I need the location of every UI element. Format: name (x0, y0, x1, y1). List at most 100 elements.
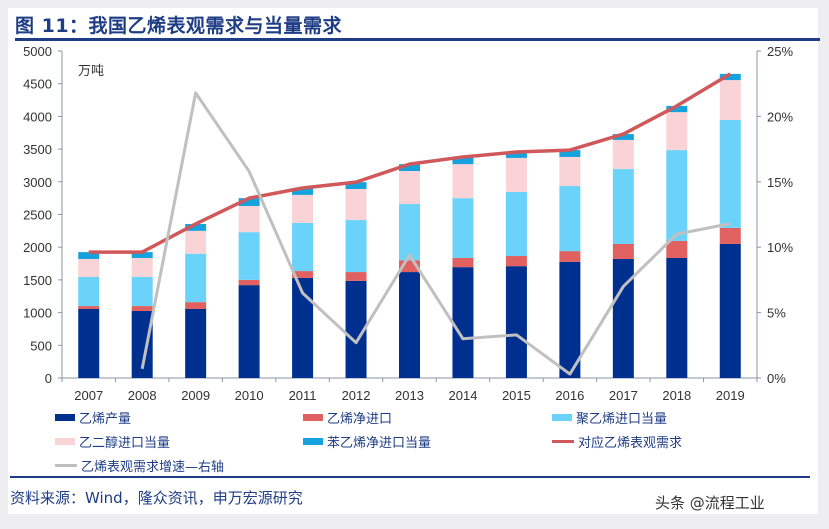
left-tick-label: 3000 (23, 175, 52, 190)
bar-segment (719, 243, 741, 378)
bar-segment (131, 306, 153, 311)
bar-segment (131, 276, 153, 307)
x-tick-label: 2019 (716, 388, 745, 403)
y-unit-label: 万吨 (78, 64, 104, 79)
bar-segment (559, 251, 581, 262)
bar-segment (719, 73, 741, 81)
legend-label: 乙烯产量 (79, 412, 132, 427)
bar-segment (666, 112, 688, 151)
bar-segment (238, 285, 260, 378)
legend-item: 对应乙烯表观需求 (552, 432, 682, 451)
bar-segment (345, 272, 367, 281)
bar-segment (399, 164, 420, 172)
legend-item: 苯乙烯净进口当量 (303, 432, 431, 451)
footer-divider (10, 476, 810, 478)
bar-segment (612, 169, 634, 244)
bar-segment (78, 258, 100, 277)
right-tick-label: 25% (767, 44, 793, 59)
bar-segment (185, 253, 207, 303)
left-tick-label: 2000 (23, 240, 52, 255)
x-tick-label: 2017 (609, 388, 638, 403)
bar-segment (612, 258, 634, 378)
bar-segment (185, 302, 207, 310)
bar-segment (505, 157, 527, 192)
left-tick-label: 3500 (23, 142, 52, 157)
bar-segment (292, 194, 314, 224)
bar-segment (292, 223, 314, 272)
legend-swatch (55, 438, 75, 445)
legend-item: 乙二醇进口当量 (55, 432, 170, 451)
title-divider (15, 38, 820, 41)
x-tick-label: 2011 (289, 388, 317, 403)
legend-label: 乙二醇进口当量 (79, 436, 171, 451)
left-tick-label: 500 (30, 338, 52, 353)
bar-segment (719, 80, 741, 120)
watermark: 头条 @流程工业 (655, 494, 765, 512)
bar-segment (452, 198, 474, 258)
bar-segment (666, 257, 688, 378)
bar-segment (559, 186, 581, 252)
bar-segment (78, 252, 100, 259)
x-tick-label: 2009 (181, 388, 210, 403)
bar-segment (185, 223, 207, 231)
bar-segment (452, 164, 474, 199)
x-tick-label: 2013 (395, 388, 424, 403)
bar-segment (238, 198, 260, 206)
bar-segment (505, 152, 527, 158)
source-note: 资料来源：Wind，隆众资讯，申万宏源研究 (10, 489, 303, 507)
legend-label: 乙烯表观需求增速—右轴 (81, 460, 225, 475)
left-tick-label: 0 (45, 371, 52, 386)
bar-segment (345, 182, 367, 189)
bar-segment (666, 150, 688, 241)
legend-item: 乙烯表观需求增速—右轴 (55, 456, 224, 475)
x-tick-label: 2008 (128, 388, 157, 403)
bar-segment (78, 306, 100, 310)
left-tick-label: 1500 (23, 273, 52, 288)
chart-title: 图 11：我国乙烯表观需求与当量需求 (15, 15, 343, 37)
bar-segment (238, 232, 260, 280)
legend-swatch (552, 440, 574, 443)
legend-label: 乙烯净进口 (327, 412, 393, 427)
bar-segment (666, 240, 688, 258)
right-tick-label: 5% (767, 306, 786, 321)
bar-segment (345, 220, 367, 273)
right-tick-label: 15% (767, 175, 793, 190)
bar-segment (292, 277, 314, 378)
bar-segment (505, 256, 527, 267)
x-tick-label: 2015 (502, 388, 531, 403)
bar-segment (399, 171, 420, 205)
left-tick-label: 1000 (23, 306, 52, 321)
x-tick-label: 2012 (342, 388, 371, 403)
bar-segment (612, 134, 634, 140)
right-tick-label: 10% (767, 240, 793, 255)
left-tick-label: 2500 (23, 208, 52, 223)
x-tick-label: 2018 (662, 388, 691, 403)
legend-item: 乙烯净进口 (303, 408, 392, 427)
bar-segment (185, 230, 207, 254)
bar-segment (559, 156, 581, 187)
bar-segment (719, 119, 741, 228)
legend-label: 对应乙烯表观需求 (578, 436, 683, 451)
bar-segment (719, 227, 741, 244)
left-tick-label: 4000 (23, 109, 52, 124)
bar-segment (612, 139, 634, 170)
bar-segment (78, 309, 100, 378)
bar-segment (292, 271, 314, 278)
bar-segment (559, 261, 581, 378)
x-tick-label: 2014 (449, 388, 478, 403)
right-tick-label: 0% (767, 371, 786, 386)
bar-segment (612, 243, 634, 259)
line-series (88, 72, 732, 254)
legend-swatch (303, 414, 323, 421)
bar-segment (292, 188, 314, 195)
x-tick-label: 2016 (555, 388, 584, 403)
legend-swatch (552, 414, 572, 421)
bar-segment (452, 267, 474, 378)
bar-segment (185, 309, 207, 378)
bar-segment (505, 266, 527, 378)
legend-item: 聚乙烯进口当量 (552, 408, 667, 427)
x-tick-label: 2007 (74, 388, 103, 403)
bar-segment (78, 276, 100, 307)
bar-segment (131, 257, 153, 277)
